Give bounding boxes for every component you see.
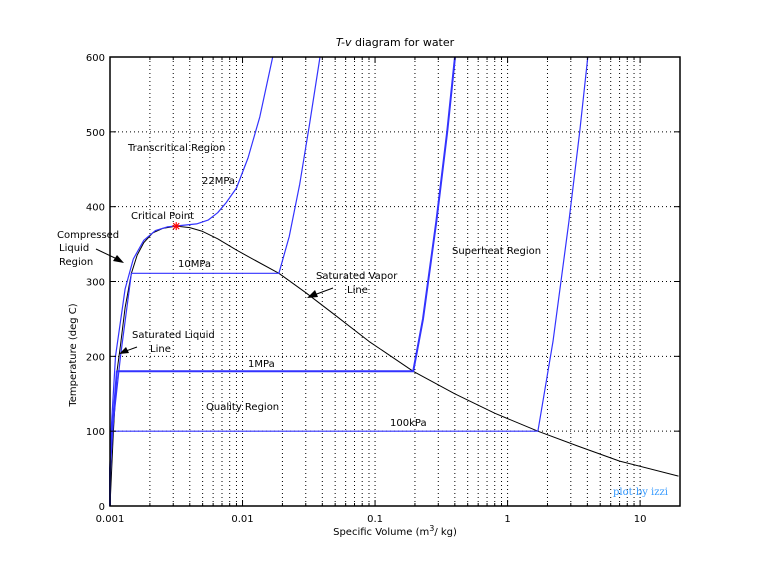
- label-critical-point: Critical Point: [131, 211, 194, 222]
- label-compressed-2: Liquid: [59, 243, 89, 254]
- arrowhead-compressed: [113, 255, 124, 263]
- x-tick-label: 0.1: [367, 514, 383, 525]
- y-tick-label: 100: [86, 427, 105, 438]
- x-tick-label: 0.001: [96, 514, 125, 525]
- critical-point-marker: [172, 222, 181, 231]
- label-22mpa: 22MPa: [202, 176, 235, 187]
- watermark: plot by izzi: [613, 487, 668, 498]
- xlabel-sup: 3: [429, 524, 434, 533]
- arrowhead-sat-vapor: [307, 290, 318, 298]
- label-quality: Quality Region: [206, 402, 279, 413]
- label-sat-vapor-1: Saturated Vapor: [316, 271, 398, 282]
- label-sat-vapor-2: Line: [347, 285, 368, 296]
- arrowhead-sat-liquid: [119, 347, 129, 354]
- arrow-compressed: [95, 248, 118, 260]
- label-sat-liquid-2: Line: [150, 344, 171, 355]
- annotations: Transcritical Region 22MPa Critical Poin…: [57, 143, 668, 498]
- label-compressed-3: Region: [59, 257, 93, 268]
- arrow-sat-vapor: [313, 287, 334, 296]
- xlabel-main: Specific Volume (m: [333, 527, 429, 538]
- y-tick-label: 400: [86, 203, 105, 214]
- x-axis-label: Specific Volume (m3/ kg): [333, 524, 457, 538]
- y-tick-label: 200: [86, 352, 105, 363]
- ticks: 0 100 200 300 400 500 600 0.001 0.01 0.1 1 10: [86, 53, 681, 525]
- x-tick-label: 10: [634, 514, 647, 525]
- title-italic: T-v: [336, 36, 352, 49]
- label-transcritical: Transcritical Region: [127, 143, 225, 154]
- x-tick-label: 0.01: [231, 514, 253, 525]
- y-tick-label: 0: [99, 502, 105, 513]
- y-axis-label: Temperature (deg C): [68, 303, 79, 407]
- critical-point-stroke: [172, 222, 180, 230]
- xlabel-end: / kg): [434, 527, 457, 538]
- label-100kpa: 100kPa: [390, 418, 427, 429]
- grid: [110, 57, 681, 506]
- label-compressed-1: Compressed: [57, 230, 119, 241]
- saturation-line: [109, 225, 679, 507]
- y-tick-label: 500: [86, 128, 105, 139]
- label-10mpa: 10MPa: [178, 259, 211, 270]
- y-tick-label: 600: [86, 53, 105, 64]
- label-1mpa: 1MPa: [248, 359, 275, 370]
- x-tick-label: 1: [504, 514, 510, 525]
- title-rest: diagram for water: [351, 36, 454, 49]
- arrow-sat-liquid: [125, 346, 138, 352]
- isobar-22MPa-line: [109, 56, 274, 507]
- y-tick-label: 300: [86, 278, 105, 289]
- label-sat-liquid-1: Saturated Liquid: [132, 330, 215, 341]
- chart-title: T-v diagram for water: [336, 36, 455, 49]
- label-superheat: Superheat Region: [452, 246, 541, 257]
